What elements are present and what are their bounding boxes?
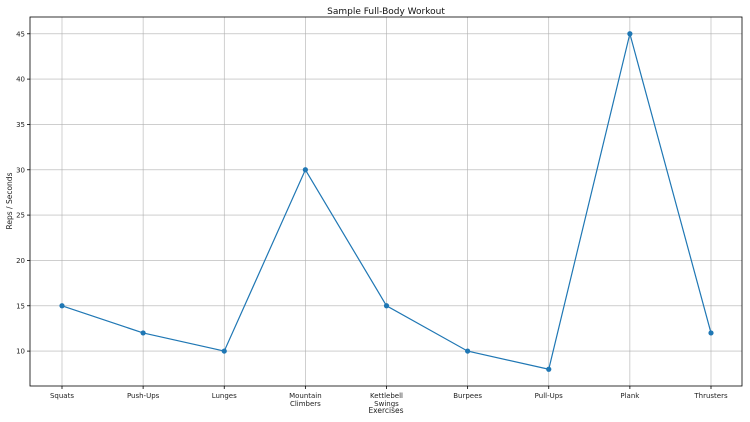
x-tick-label: Push-Ups [127,392,160,400]
x-tick-label: Plank [620,392,640,400]
y-axis: 10 15 20 25 30 35 40 45 [16,30,30,356]
data-point [465,348,471,354]
y-tick-label: 45 [16,30,25,38]
y-axis-label: Reps / Seconds [5,172,14,229]
x-axis-label: Exercises [368,406,403,415]
data-point [140,330,146,336]
x-tick-label: Kettlebell Swings [370,392,403,408]
x-tick-label: Pull-Ups [535,392,564,400]
y-tick-label: 15 [16,302,25,310]
plot-area [29,16,743,387]
y-tick-label: 40 [16,76,25,84]
x-tick-label: Lunges [212,392,237,400]
y-tick-label: 25 [16,212,25,220]
data-point [302,167,308,173]
series-layer [59,31,714,372]
x-tick-label: Squats [50,392,74,400]
data-point [627,31,633,37]
x-tick-label: Burpees [453,392,482,400]
data-point [59,303,65,309]
data-point [708,330,714,336]
y-tick-label: 10 [16,348,25,356]
grid-lines [30,17,742,386]
x-tick-label: Mountain Climbers [289,392,322,408]
data-point [546,366,552,372]
data-point [383,303,390,309]
y-tick-label: 20 [16,257,25,265]
chart-title: Sample Full-Body Workout [327,7,445,17]
x-tick-label: Thrusters [693,392,728,400]
y-tick-label: 30 [16,166,25,174]
y-tick-label: 35 [16,121,25,129]
data-point [221,348,227,354]
x-axis: Squats Push-Ups Lunges Mountain Climbers Kett… [50,386,728,408]
